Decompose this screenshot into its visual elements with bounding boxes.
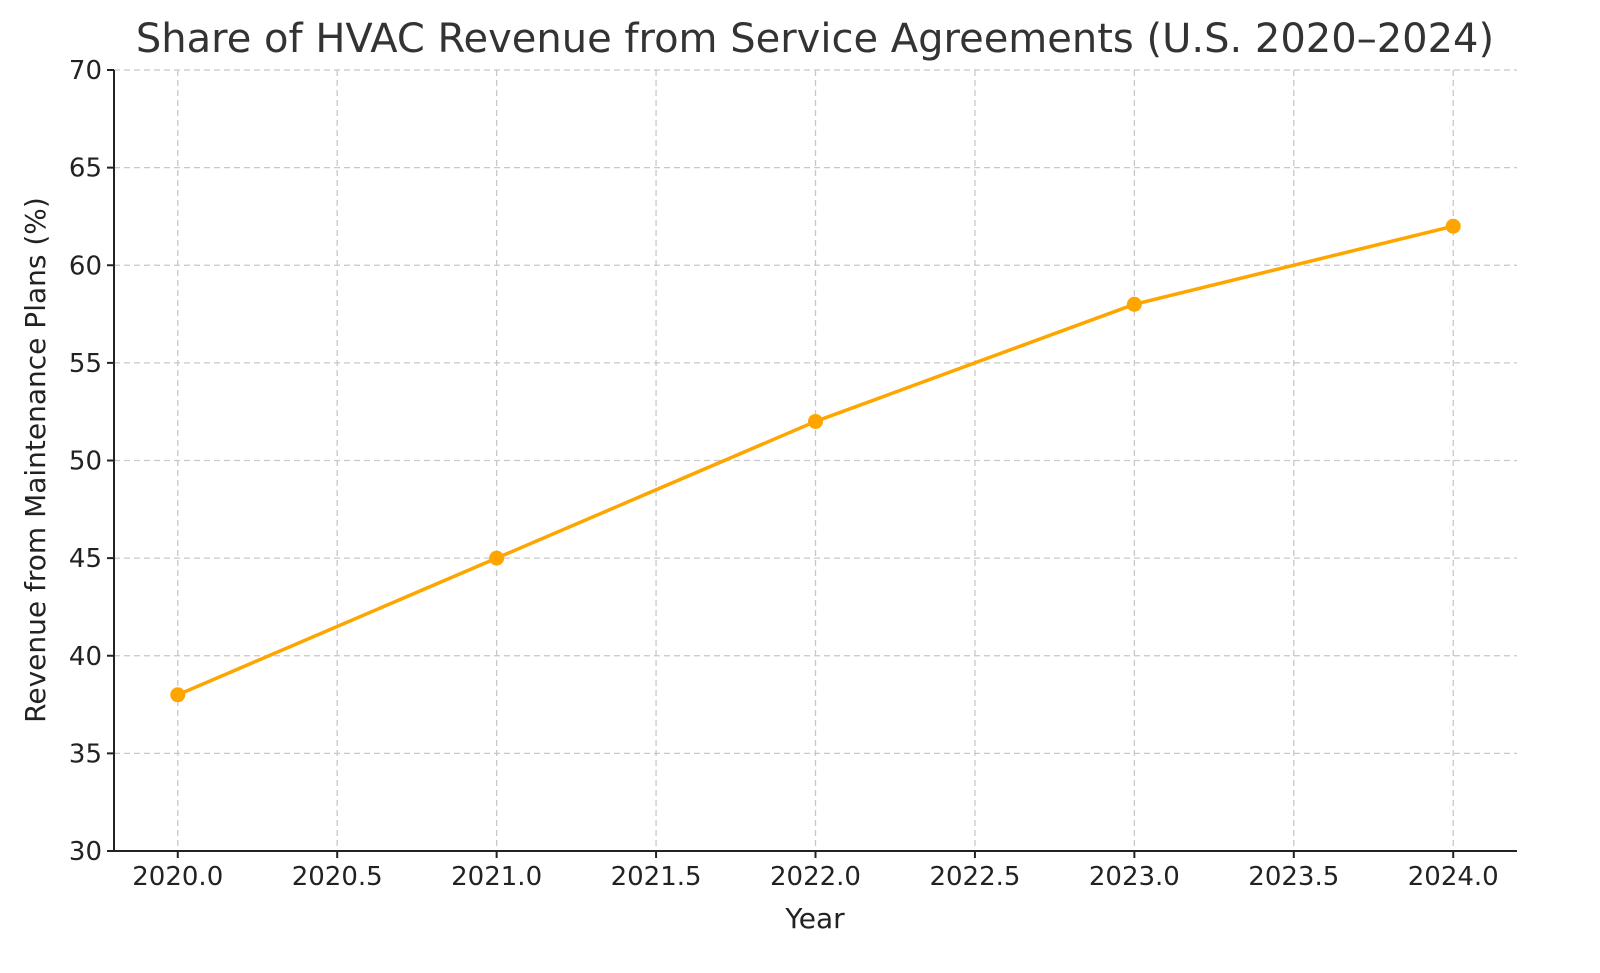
x-tick-label: 2024.0 [1408,862,1499,892]
y-tick-label: 35 [69,739,102,769]
data-point [1126,296,1142,312]
x-tick-label: 2023.0 [1089,862,1180,892]
x-tick-label: 2022.0 [770,862,861,892]
y-tick-label: 40 [69,642,102,672]
x-axis-ticks: 2020.0 2020.5 2021.0 2021.5 2022.0 2022.5 2023… [132,851,1499,892]
x-axis-label: Year [784,902,845,935]
x-tick-label: 2021.5 [611,862,702,892]
x-tick-label: 2021.0 [451,862,542,892]
chart-title: Share of HVAC Revenue from Service Agree… [136,16,1494,62]
grid-lines [114,69,1517,852]
y-tick-label: 60 [69,251,102,281]
x-tick-label: 2020.0 [132,862,223,892]
x-tick-label: 2023.5 [1248,862,1339,892]
series-layer [170,218,1461,703]
y-axis-label: Revenue from Maintenance Plans (%) [19,197,52,723]
data-point [170,687,186,703]
y-tick-label: 50 [69,447,102,477]
y-tick-label: 55 [69,349,102,379]
data-point [489,550,505,566]
x-tick-label: 2022.5 [929,862,1020,892]
data-point [808,413,823,429]
y-tick-label: 30 [69,837,102,867]
y-tick-label: 45 [69,544,102,574]
y-tick-label: 65 [69,154,102,184]
y-tick-label: 70 [69,56,102,86]
y-axis-ticks: 30 35 40 45 50 55 60 65 70 [69,56,114,867]
data-point [1445,218,1461,234]
x-tick-label: 2020.5 [292,862,383,892]
